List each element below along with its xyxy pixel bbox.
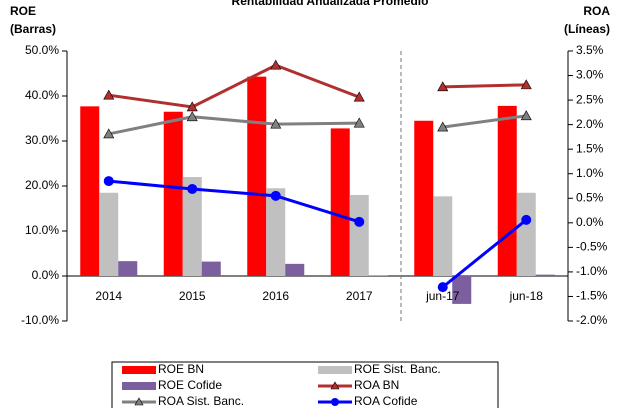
x-tick-label: 2016 (262, 289, 289, 303)
line-marker (520, 79, 532, 90)
line-marker (437, 121, 449, 132)
x-tick-label: 2014 (95, 289, 122, 303)
y2-tick-label: 1.5% (576, 141, 604, 155)
y2-tick-label: -1.0% (576, 264, 608, 278)
line-marker (353, 91, 365, 102)
legend-marker (134, 397, 144, 406)
bar (99, 192, 119, 276)
legend-marker (330, 381, 340, 390)
line (108, 179, 360, 224)
bar (452, 276, 472, 304)
x-tick-label: 2015 (179, 289, 206, 303)
y-tick-label: 20.0% (25, 178, 59, 192)
legend-swatch (318, 366, 352, 374)
legend-swatch (122, 382, 156, 390)
line (442, 114, 527, 129)
y2-tick-label: 3.0% (576, 68, 604, 82)
line-marker (270, 118, 282, 129)
line (108, 63, 360, 109)
x-tick-label: 2017 (346, 289, 373, 303)
chart-title: Rentabilidad Anualizada Promedio (232, 0, 429, 8)
y2-axis-sublabel: (Líneas) (564, 22, 610, 36)
bar (535, 274, 555, 276)
bar (414, 120, 434, 276)
y2-tick-label: -1.5% (576, 289, 608, 303)
line-marker (103, 128, 115, 139)
legend-label: ROA BN (354, 378, 399, 392)
y-tick-label: 30.0% (25, 133, 59, 147)
y-axis-label: ROE (10, 4, 36, 18)
bar (330, 128, 350, 276)
y-tick-label: 0.0% (32, 268, 60, 282)
bar (516, 192, 536, 276)
bar (182, 177, 202, 276)
y2-tick-label: 1.0% (576, 166, 604, 180)
line (441, 218, 528, 289)
legend-box (111, 361, 499, 408)
bar (163, 111, 183, 276)
line-marker (520, 110, 532, 121)
bar (433, 196, 453, 276)
y-axis-sublabel: (Barras) (10, 22, 56, 36)
legend-swatch (122, 366, 156, 374)
y-tick-label: 50.0% (25, 43, 59, 57)
y2-tick-label: 0.5% (576, 190, 604, 204)
legend-marker (331, 398, 339, 406)
line-marker (103, 89, 115, 100)
line-marker (186, 101, 198, 112)
line-marker (437, 282, 448, 293)
legend-label: ROE Sist. Banc. (354, 362, 441, 376)
y2-tick-label: 2.5% (576, 92, 604, 106)
y-tick-label: -10.0% (21, 313, 59, 327)
line (442, 83, 527, 89)
line (108, 115, 360, 136)
line-marker (437, 81, 449, 92)
y2-tick-label: -0.5% (576, 240, 608, 254)
line-marker (186, 111, 198, 122)
legend-label: ROE Cofide (158, 378, 222, 392)
bar (497, 105, 517, 277)
y2-axis-label: ROA (583, 4, 610, 18)
bar (266, 188, 286, 276)
y2-tick-label: 2.0% (576, 117, 604, 131)
legend-label: ROA Sist. Banc. (158, 394, 244, 408)
line-marker (103, 176, 114, 187)
y2-tick-label: -2.0% (576, 313, 608, 327)
bar (349, 195, 369, 276)
line-marker (270, 190, 281, 201)
bar (201, 261, 221, 276)
line-marker (353, 117, 365, 128)
legend-label: ROE BN (158, 362, 204, 376)
bar (80, 106, 100, 276)
bar (285, 263, 305, 276)
bar (118, 261, 138, 276)
line-marker (354, 216, 365, 227)
y-tick-label: 40.0% (25, 88, 59, 102)
y2-tick-label: 3.5% (576, 43, 604, 57)
legend-label: ROA Cofide (354, 394, 418, 408)
line-marker (521, 214, 532, 225)
bar (247, 76, 267, 277)
y2-tick-label: 0.0% (576, 215, 604, 229)
y-tick-label: 10.0% (25, 223, 59, 237)
line-marker (187, 183, 198, 194)
x-tick-label: jun-17 (425, 289, 460, 303)
line-marker (270, 59, 282, 70)
x-tick-label: jun-18 (509, 289, 544, 303)
